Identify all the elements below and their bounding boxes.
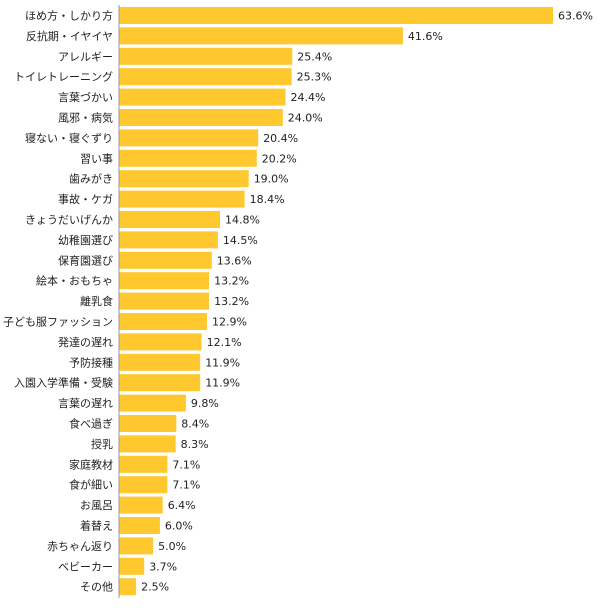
category-label: 発達の遅れ: [58, 335, 113, 349]
category-label: 家庭教材: [69, 457, 113, 471]
value-label: 13.6%: [217, 254, 252, 267]
value-label: 5.0%: [158, 540, 186, 553]
value-label: 14.5%: [223, 234, 258, 247]
bar: [119, 374, 201, 392]
bar: [119, 353, 201, 371]
category-label: 反抗期・イヤイヤ: [26, 29, 113, 43]
category-label: 歯みがき: [69, 172, 113, 186]
bar: [119, 211, 220, 228]
value-label: 24.0%: [288, 112, 323, 125]
bar: [119, 537, 154, 555]
category-label: その他: [80, 581, 113, 594]
value-label: 2.5%: [141, 581, 169, 594]
category-label: 寝ない・寝ぐずり: [25, 131, 113, 145]
value-label: 7.1%: [172, 458, 200, 471]
value-label: 11.9%: [205, 377, 240, 390]
value-label: 8.4%: [181, 418, 209, 431]
bar: [119, 394, 186, 412]
category-label: 事故・ケガ: [58, 192, 113, 206]
category-label: 習い事: [80, 152, 113, 165]
category-label: お風呂: [80, 499, 113, 512]
value-label: 8.3%: [181, 438, 209, 451]
category-label: 赤ちゃん返り: [47, 540, 113, 553]
category-label: 食が細い: [69, 478, 113, 492]
bar: [119, 435, 176, 453]
category-label: 入園入学準備・受験: [14, 376, 113, 390]
bar: [119, 517, 160, 534]
category-label: 予防接種: [69, 355, 113, 369]
bar: [119, 333, 202, 351]
bar: [119, 313, 207, 330]
bar: [119, 109, 283, 126]
value-label: 19.0%: [254, 173, 289, 186]
value-label: 24.4%: [291, 91, 326, 104]
value-label: 12.9%: [212, 316, 247, 329]
bar: [119, 231, 218, 249]
bar: [119, 47, 293, 65]
category-label: 幼稚園選び: [58, 234, 113, 247]
bar: [119, 455, 168, 473]
value-labels-group: 63.6% 41.6% 25.4% 25.3% 24.4% 24.0% 20.4% 20.2%…: [141, 10, 593, 594]
category-label: 授乳: [91, 437, 113, 451]
category-label: 風邪・病気: [58, 111, 113, 125]
bar: [119, 27, 403, 45]
value-label: 11.9%: [205, 356, 240, 369]
category-label: 食べ過ぎ: [69, 417, 113, 431]
value-label: 3.7%: [149, 560, 177, 573]
value-label: 25.4%: [297, 50, 332, 63]
bar: [119, 149, 257, 167]
category-label: 保育園選び: [58, 253, 113, 267]
value-label: 20.4%: [263, 132, 298, 145]
value-label: 7.1%: [172, 479, 200, 492]
value-label: 25.3%: [297, 71, 332, 84]
bar: [119, 578, 137, 596]
bars-group: [119, 7, 553, 596]
category-label: 言葉の遅れ: [58, 396, 113, 410]
value-label: 14.8%: [225, 214, 260, 227]
bar: [119, 292, 210, 310]
bar: [119, 68, 292, 86]
category-label: アレルギー: [58, 50, 113, 63]
value-label: 18.4%: [250, 193, 285, 206]
value-label: 9.8%: [191, 397, 219, 410]
value-label: 12.1%: [207, 336, 242, 349]
bar: [119, 251, 212, 269]
value-label: 63.6%: [558, 10, 593, 23]
category-label: 言葉づかい: [58, 90, 113, 104]
bar: [119, 415, 177, 432]
bar: [119, 496, 163, 514]
category-label: トイレトレーニング: [14, 70, 113, 84]
category-label: ベビーカー: [58, 560, 113, 573]
value-label: 13.2%: [214, 295, 249, 308]
bar: [119, 476, 168, 494]
value-label: 6.4%: [168, 499, 196, 512]
bar: [119, 129, 259, 147]
bar: [119, 557, 145, 575]
bar: [119, 88, 286, 106]
category-label: きょうだいげんか: [25, 214, 113, 227]
bar: [119, 272, 210, 290]
category-label: 絵本・おもちゃ: [36, 274, 113, 288]
value-label: 41.6%: [408, 30, 443, 43]
bar: [119, 190, 245, 208]
bar: [119, 7, 553, 24]
category-label: 着替え: [80, 519, 113, 533]
value-label: 13.2%: [214, 275, 249, 288]
value-label: 20.2%: [262, 152, 297, 165]
category-label: ほめ方・しかり方: [25, 9, 113, 23]
bar: [119, 170, 249, 188]
category-labels-group: ほめ方・しかり方反抗期・イヤイヤアレルギートイレトレーニング言葉づかい風邪・病気…: [3, 9, 113, 594]
category-label: 離乳食: [80, 294, 113, 308]
value-label: 6.0%: [165, 520, 193, 533]
category-label: 子ども服ファッション: [3, 316, 113, 329]
